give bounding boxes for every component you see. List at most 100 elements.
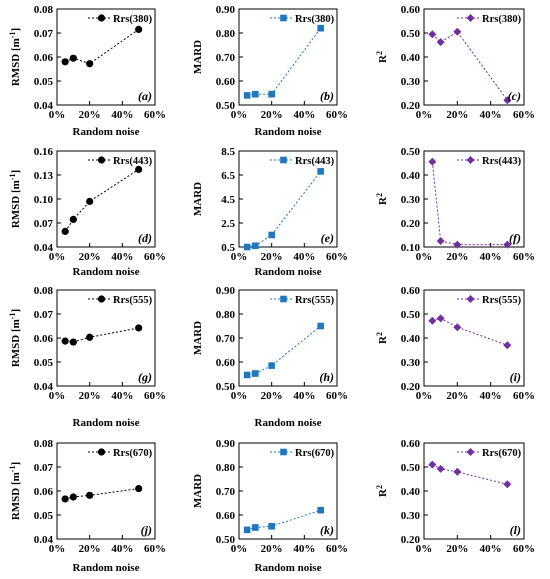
series-line (431, 31, 508, 101)
y-axis-label: MARD (192, 182, 204, 216)
data-point (453, 240, 462, 249)
x-tick-label: 40% (111, 543, 133, 555)
y-tick-label: 0.50 (401, 309, 421, 321)
y-tick-label: 0.60 (401, 285, 421, 297)
legend-marker (466, 448, 475, 456)
legend-label: Rrs(555) (113, 295, 153, 306)
panel-label: (i) (510, 370, 521, 384)
y-tick-label: 0.30 (401, 510, 421, 522)
y-tick-label: 0.80 (216, 28, 236, 40)
chart-panel-3: 0.20 0.30 0.40 0.50 0.60 0% 20% 40% 60% R2 Rrs(380… (375, 4, 535, 121)
y-tick-label: 0.50 (401, 146, 421, 158)
data-point (243, 371, 251, 379)
legend-marker (466, 14, 475, 22)
y-tick-label: 0.30 (401, 194, 421, 206)
y-axis-label: R2 (375, 485, 389, 497)
legend-label: Rrs(670) (295, 448, 335, 459)
y-tick-label: 0.06 (34, 52, 54, 64)
data-point (428, 157, 437, 166)
x-tick-label: 20% (261, 390, 283, 402)
y-axis-label: RMSD [m-1] (8, 28, 22, 86)
y-axis-label: RMSD [m-1] (8, 462, 22, 520)
data-point (69, 493, 77, 501)
y-axis-label: MARD (192, 321, 204, 355)
data-point (86, 491, 94, 499)
data-point (86, 333, 94, 341)
legend-label: Rrs(443) (295, 156, 335, 167)
chart-panel-5: 0.5 2.5 4.5 6.5 8.5 0% 20% 40% 60% MARD Random noi… (192, 146, 348, 278)
y-tick-label: 0.08 (34, 285, 54, 297)
chart-panel-12: 0.20 0.30 0.40 0.50 0.60 0% 20% 40% 60% R2 Rrs(670… (375, 438, 535, 555)
y-tick-label: 0.08 (34, 438, 54, 450)
series-line (247, 509, 321, 531)
y-tick-label: 0.80 (216, 309, 236, 321)
x-tick-label: 0% (231, 390, 248, 402)
data-point (503, 480, 512, 489)
x-tick-label: 40% (480, 543, 502, 555)
data-point (61, 58, 69, 66)
y-tick-label: 0.08 (34, 4, 54, 16)
y-tick-label: 0.90 (216, 438, 236, 450)
y-tick-label: 4.5 (221, 194, 235, 206)
x-tick-label: 0% (49, 390, 66, 402)
x-axis-label: Random noise (73, 417, 140, 429)
panel-label: (a) (138, 89, 152, 103)
data-point (453, 323, 462, 332)
series-line (432, 464, 508, 485)
y-tick-label: 0.04 (34, 100, 54, 112)
y-tick-label: 0.60 (216, 510, 236, 522)
y-tick-label: 0.40 (401, 486, 421, 498)
panel-label: (k) (320, 523, 334, 537)
x-tick-label: 20% (261, 543, 283, 555)
chart-panel-7: 0.04 0.05 0.06 0.07 0.08 0% 20% 40% 60% RMSD [m-1… (8, 285, 166, 429)
y-tick-label: 0.30 (401, 357, 421, 369)
panel-label: (g) (138, 370, 152, 384)
data-point (61, 227, 69, 235)
data-point (243, 92, 251, 99)
x-tick-label: 40% (293, 251, 315, 263)
data-point (243, 526, 251, 534)
y-tick-label: 0.04 (34, 381, 54, 393)
y-axis-label: RMSD [m-1] (8, 309, 22, 367)
y-tick-label: 0.80 (216, 462, 236, 474)
x-tick-label: 60% (144, 109, 166, 121)
y-axis-label: R2 (375, 193, 389, 205)
x-tick-label: 20% (79, 109, 101, 121)
x-tick-label: 20% (79, 390, 101, 402)
x-tick-label: 0% (231, 543, 248, 555)
x-tick-label: 20% (446, 390, 468, 402)
x-tick-label: 0% (49, 109, 66, 121)
x-tick-label: 40% (111, 390, 133, 402)
x-tick-label: 60% (513, 109, 535, 121)
legend-marker (280, 295, 287, 303)
x-tick-label: 20% (446, 543, 468, 555)
x-tick-label: 20% (261, 109, 283, 121)
y-tick-label: 0.50 (401, 462, 421, 474)
data-point (86, 197, 94, 205)
legend-label: Rrs(670) (482, 448, 522, 459)
x-tick-label: 40% (480, 251, 502, 263)
y-tick-label: 0.50 (401, 28, 421, 40)
panel-label: (e) (321, 231, 334, 245)
legend-marker (280, 156, 287, 164)
panel-label: (d) (138, 231, 152, 245)
y-tick-label: 0.05 (34, 357, 54, 369)
data-point (135, 25, 143, 33)
legend-label: Rrs(380) (113, 14, 153, 25)
series-line (65, 488, 139, 500)
legend-marker (97, 156, 106, 164)
y-tick-label: 0.70 (216, 333, 236, 345)
x-tick-label: 40% (480, 109, 502, 121)
data-point (436, 464, 445, 473)
chart-panel-2: 0.50 0.60 0.70 0.80 0.90 0% 20% 40% 60% MARD Rando… (192, 4, 348, 138)
panel-label: (j) (141, 523, 152, 537)
data-point (86, 60, 94, 68)
y-tick-label: 0.60 (216, 357, 236, 369)
y-tick-label: 6.5 (221, 170, 235, 182)
y-axis-label: R2 (375, 51, 389, 63)
data-point (317, 24, 324, 32)
y-tick-label: 0.5 (221, 242, 235, 254)
y-tick-label: 0.70 (216, 486, 236, 498)
y-tick-label: 0.06 (34, 486, 54, 498)
